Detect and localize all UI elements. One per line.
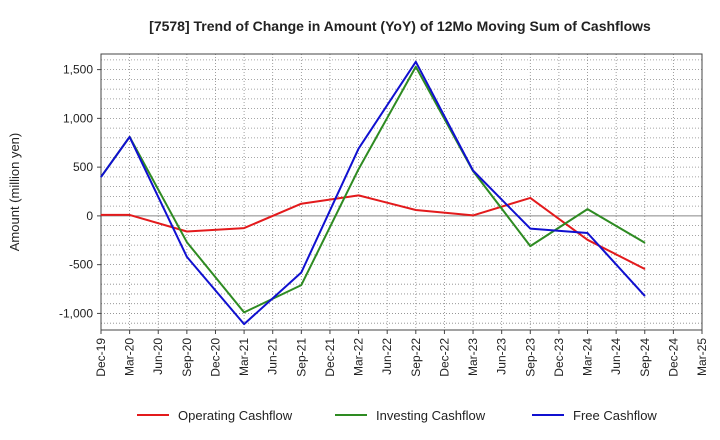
free-cashflow-point — [357, 148, 360, 150]
x-tick-label: Dec-22 — [437, 338, 451, 377]
investing-cashflow-legend-label: Investing Cashflow — [376, 408, 486, 423]
free-cashflow-point — [243, 323, 245, 325]
operating-cashflow-point — [300, 203, 302, 205]
investing-cashflow-point — [586, 208, 589, 210]
operating-cashflow-point — [472, 214, 474, 217]
plot-frame — [100, 53, 703, 331]
free-cashflow-point — [129, 136, 131, 138]
x-tick-label: Mar-25 — [695, 338, 709, 376]
x-tick-label: Mar-20 — [123, 338, 137, 376]
x-tick-label: Jun-21 — [266, 338, 280, 375]
x-tick-label: Mar-22 — [352, 338, 366, 376]
x-tick-label: Dec-21 — [323, 338, 337, 377]
operating-cashflow-point — [100, 214, 102, 216]
free-cashflow-point — [100, 176, 102, 178]
free-cashflow-point — [529, 227, 531, 230]
plot-background — [101, 54, 702, 330]
x-tick-label: Jun-22 — [380, 338, 394, 375]
y-tick-label: 0 — [86, 209, 93, 223]
operating-cashflow-point — [186, 230, 188, 233]
free-cashflow-point — [586, 232, 589, 234]
y-tick-label: -500 — [69, 258, 93, 272]
x-tick-label: Mar-24 — [581, 338, 595, 376]
y-tick-label: 1,000 — [63, 111, 93, 125]
investing-cashflow-point — [644, 242, 646, 244]
operating-cashflow-legend-label: Operating Cashflow — [178, 408, 293, 423]
x-tick-label: Dec-20 — [208, 338, 222, 377]
free-cashflow-point — [644, 295, 646, 297]
investing-cashflow-point — [529, 245, 531, 247]
operating-cashflow-point — [129, 214, 131, 216]
legend: Operating Cashflow Investing Cashflow Free… — [137, 408, 657, 423]
operating-cashflow-point — [586, 239, 589, 241]
free-cashflow-legend-label: Free Cashflow — [573, 408, 657, 423]
x-tick-label: Jun-20 — [151, 338, 165, 375]
operating-cashflow-point — [243, 227, 245, 229]
operating-cashflow-point — [644, 268, 646, 270]
x-tick-label: Sep-22 — [409, 338, 423, 377]
operating-cashflow-point — [529, 197, 531, 199]
x-tick-label: Dec-23 — [552, 338, 566, 377]
investing-cashflow-point — [300, 284, 302, 286]
plot-area: 1,500 1,000 500 0 -500 -1,000 Dec-19 Mar-20 Jun-… — [59, 53, 709, 377]
investing-cashflow-point — [186, 241, 188, 243]
free-cashflow-point — [186, 256, 188, 258]
x-tick-label: Jun-23 — [495, 338, 509, 375]
y-tick-label: 500 — [73, 160, 93, 174]
x-tick-label: Sep-21 — [294, 338, 308, 377]
x-tick-label: Jun-24 — [609, 338, 623, 375]
x-tick-label: Sep-20 — [180, 338, 194, 377]
x-tick-label: Sep-24 — [638, 338, 652, 377]
operating-cashflow-point — [357, 194, 360, 197]
investing-cashflow-point — [243, 311, 245, 314]
free-cashflow-point — [415, 61, 417, 63]
x-tick-label: Mar-23 — [466, 338, 480, 376]
investing-cashflow-point — [415, 66, 417, 68]
operating-cashflow-point — [415, 209, 417, 211]
y-tick-label: 1,500 — [63, 63, 93, 77]
free-cashflow-point — [300, 271, 302, 274]
x-tick-label: Sep-23 — [523, 338, 537, 377]
investing-cashflow-point — [357, 168, 360, 170]
free-cashflow-point — [472, 169, 474, 172]
x-tick-label: Dec-19 — [94, 338, 108, 377]
x-tick-label: Mar-21 — [237, 338, 251, 376]
x-tick-label: Dec-24 — [666, 338, 680, 377]
chart-title: [7578] Trend of Change in Amount (YoY) o… — [149, 18, 651, 34]
y-tick-label: -1,000 — [59, 306, 93, 320]
y-axis-label: Amount (million yen) — [7, 133, 22, 252]
